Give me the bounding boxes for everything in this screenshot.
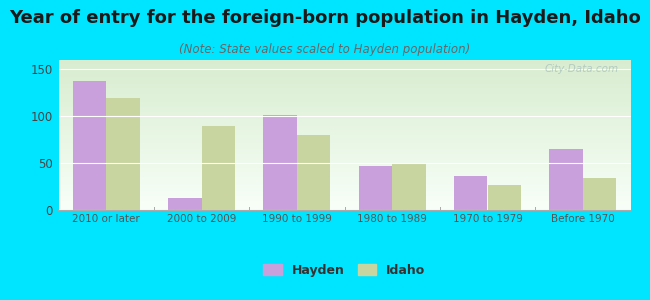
Text: Year of entry for the foreign-born population in Hayden, Idaho: Year of entry for the foreign-born popul… [9,9,641,27]
Bar [359,166,392,210]
Text: (Note: State values scaled to Hayden population): (Note: State values scaled to Hayden pop… [179,44,471,56]
Text: City-Data.com: City-Data.com [545,64,619,74]
Bar [392,163,426,210]
Bar [202,126,235,210]
Bar [583,178,616,210]
Bar [106,98,140,210]
Bar [73,81,106,210]
Legend: Hayden, Idaho: Hayden, Idaho [259,259,430,282]
Bar [297,135,330,210]
Bar [454,176,488,210]
Bar [263,115,297,210]
Bar [488,185,521,210]
Bar [549,149,583,210]
Bar [168,198,202,210]
